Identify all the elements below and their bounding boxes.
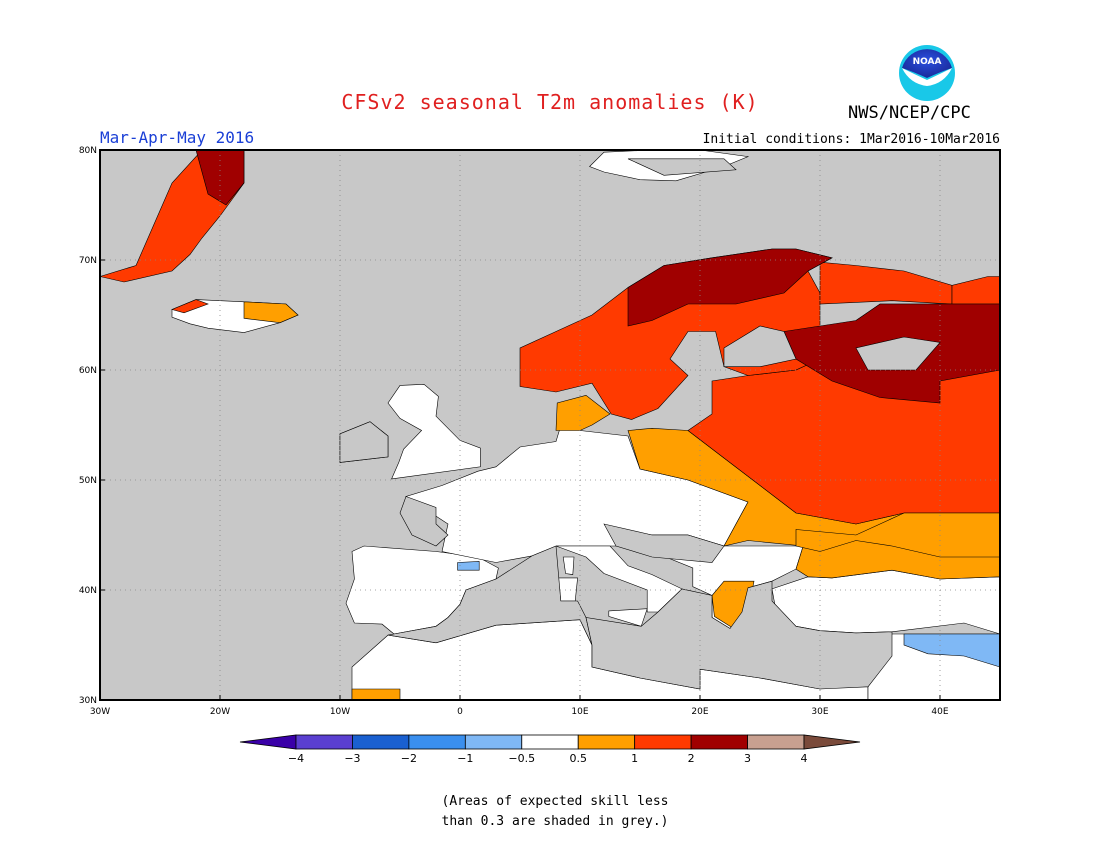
colorbar-segment bbox=[634, 734, 692, 750]
map-plot-area bbox=[98, 149, 1001, 701]
colorbar-label: 2 bbox=[688, 752, 695, 765]
colorbar-segment bbox=[521, 734, 579, 750]
lat-tick-label: 70N bbox=[79, 256, 97, 266]
region-kola bbox=[819, 261, 953, 305]
colorbar-segment bbox=[408, 734, 466, 750]
colorbar-label: −3 bbox=[344, 752, 360, 765]
region-morocco-orange bbox=[351, 688, 401, 701]
lat-tick-label: 30N bbox=[79, 696, 97, 706]
lon-tick-label: 40E bbox=[931, 707, 948, 717]
colorbar-label: −2 bbox=[401, 752, 417, 765]
region-iceland-orange bbox=[243, 301, 299, 324]
region-lapland-deep bbox=[627, 248, 833, 327]
colorbar-segment bbox=[239, 734, 297, 750]
region-iceland-red bbox=[171, 299, 209, 314]
colorbar-segment bbox=[295, 734, 353, 750]
lon-tick-label: 30W bbox=[90, 707, 110, 717]
colorbar-segment bbox=[577, 734, 636, 750]
region-corsica bbox=[562, 556, 575, 575]
grey-patch-ireland bbox=[339, 421, 389, 463]
colorbar-segment bbox=[464, 734, 523, 750]
grey-patch-finland bbox=[723, 325, 797, 368]
grey-patch-ionian bbox=[585, 580, 893, 690]
lon-tick-label: 20W bbox=[210, 707, 230, 717]
lon-tick-label: 0 bbox=[457, 707, 463, 717]
region-svalbard-brown bbox=[627, 158, 737, 176]
region-great-britain bbox=[387, 383, 481, 480]
grey-patch-mediterranean bbox=[387, 545, 593, 646]
region-sardinia bbox=[558, 577, 578, 602]
colorbar-label: −4 bbox=[288, 752, 304, 765]
noaa-logo-text: NOAA bbox=[913, 57, 942, 67]
region-spain-blue bbox=[457, 561, 480, 571]
colorbar-segment bbox=[352, 734, 410, 750]
grey-patch-russia-east bbox=[855, 336, 941, 371]
colorbar-segment bbox=[803, 734, 861, 750]
lon-tick-label: 20E bbox=[691, 707, 708, 717]
map-frame bbox=[99, 149, 1001, 701]
colorbar-label: −0.5 bbox=[508, 752, 535, 765]
chart-title: CFSv2 seasonal T2m anomalies (K) bbox=[341, 90, 759, 114]
colorbar-label: 0.5 bbox=[569, 752, 587, 765]
lon-tick-label: 10E bbox=[571, 707, 588, 717]
grey-patch-alps bbox=[603, 523, 725, 563]
lon-tick-label: 30E bbox=[811, 707, 828, 717]
skill-note-line-2: than 0.3 are shaded in grey.) bbox=[441, 814, 669, 829]
colorbar-label: −1 bbox=[457, 752, 473, 765]
lon-tick-label: 10W bbox=[330, 707, 350, 717]
region-ukraine-orange-south bbox=[795, 512, 1001, 558]
skill-note-line-1: (Areas of expected skill less bbox=[441, 794, 669, 809]
colorbar-label: 1 bbox=[631, 752, 638, 765]
colorbar-label: 4 bbox=[801, 752, 808, 765]
lat-tick-label: 40N bbox=[79, 586, 97, 596]
initial-conditions-label: Initial conditions: 1Mar2016-10Mar2016 bbox=[702, 132, 1000, 147]
map-axes: 30W 20W 10W 0 10E 20E 30E 40E 30N 40N 50N 60N 70N 80N bbox=[79, 146, 1001, 717]
noaa-logo-icon: NOAA bbox=[897, 43, 957, 103]
lat-tick-label: 60N bbox=[79, 366, 97, 376]
colorbar-segment bbox=[747, 734, 805, 750]
org-label: NWS/NCEP/CPC bbox=[848, 103, 971, 123]
colorbar: −4 −3 −2 −1 −0.5 0.5 1 2 3 4 bbox=[239, 734, 861, 765]
skill-note: (Areas of expected skill less than 0.3 a… bbox=[0, 792, 1100, 832]
season-label: Mar-Apr-May 2016 bbox=[100, 128, 255, 147]
colorbar-segment bbox=[690, 734, 748, 750]
grey-patch-france bbox=[399, 496, 449, 547]
lat-tick-label: 50N bbox=[79, 476, 97, 486]
colorbar-label: 3 bbox=[744, 752, 751, 765]
lat-tick-label: 80N bbox=[79, 146, 97, 156]
